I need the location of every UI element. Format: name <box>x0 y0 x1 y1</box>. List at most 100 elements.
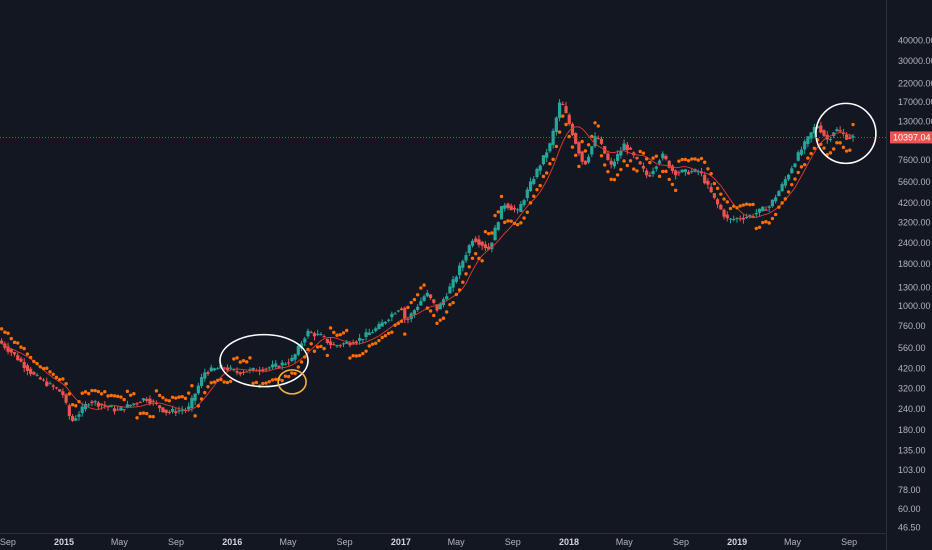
psar-dot <box>554 144 559 149</box>
psar-dot <box>122 397 126 402</box>
psar-dot <box>541 174 546 179</box>
psar-dot <box>193 414 197 418</box>
candle-body <box>35 374 39 376</box>
candle-body <box>416 306 420 310</box>
psar-dot <box>406 305 410 310</box>
candle-body <box>851 136 855 138</box>
psar-dot <box>203 390 207 395</box>
psar-dot <box>673 188 678 193</box>
psar-dot <box>664 169 668 174</box>
psar-dot <box>412 297 417 302</box>
candle-body <box>87 404 91 406</box>
psar-dot <box>6 331 10 335</box>
psar-dot <box>206 385 210 389</box>
psar-dot <box>32 359 36 364</box>
candle-body <box>790 168 794 174</box>
candle-body <box>70 416 75 421</box>
candle-body <box>390 313 394 318</box>
candle-body <box>29 368 33 374</box>
candle-body <box>348 342 352 346</box>
psar-dot <box>838 141 842 145</box>
y-tick-label: 560.00 <box>898 343 926 353</box>
psar-dot <box>796 170 800 175</box>
time-axis[interactable]: Sep 2015 May Sep 2016 May Sep 2017 May Sep 2018 May… <box>0 537 857 547</box>
candle-body <box>619 150 623 156</box>
candle-body <box>177 410 181 412</box>
candle-body <box>538 165 542 171</box>
candle-body <box>222 367 226 369</box>
candle-body <box>612 161 616 167</box>
psar-dot <box>499 194 504 199</box>
psar-dot <box>764 220 768 224</box>
y-tick-label: 420.00 <box>898 364 926 374</box>
candle-body <box>719 204 723 210</box>
psar-dot <box>109 393 113 398</box>
candle-body <box>822 130 826 136</box>
psar-dot <box>428 309 433 313</box>
psar-dot <box>844 149 849 153</box>
psar-dot <box>396 321 401 326</box>
psar-dot <box>141 411 146 415</box>
psar-dot <box>280 378 284 383</box>
psar-dot <box>138 411 142 416</box>
psar-dot <box>557 130 562 134</box>
psar-dot <box>570 145 575 149</box>
candle-body <box>319 334 323 336</box>
psar-dot <box>490 231 494 235</box>
psar-dot <box>303 355 307 359</box>
candle-body <box>809 132 813 139</box>
candle-body <box>293 354 297 360</box>
x-tick-label: May <box>279 537 297 547</box>
psar-dot <box>128 393 133 397</box>
psar-dot <box>41 366 46 371</box>
psar-dot <box>212 380 217 384</box>
candle-body <box>761 206 765 212</box>
candle-body <box>674 170 678 176</box>
psar-dot <box>709 171 713 176</box>
candle-body <box>819 125 823 133</box>
candles-layer <box>0 98 855 423</box>
candle-body <box>457 265 462 276</box>
candle-body <box>406 319 410 321</box>
psar-dot <box>254 380 259 385</box>
candle-body <box>806 136 810 145</box>
psar-dot <box>306 347 310 352</box>
psar-dot <box>51 372 55 376</box>
psar-dot <box>296 365 301 369</box>
psar-dot <box>486 231 491 236</box>
candle-body <box>309 332 313 334</box>
psar-dot <box>148 414 152 419</box>
candle-body <box>245 371 249 373</box>
psar-dot <box>525 210 530 214</box>
candle-body <box>745 217 749 219</box>
psar-dot <box>286 374 291 379</box>
candle-body <box>277 366 281 368</box>
psar-dot <box>448 302 452 307</box>
psar-dot <box>438 318 442 322</box>
candle-body <box>51 385 55 387</box>
psar-dot <box>583 149 588 153</box>
psar-dot <box>409 300 413 305</box>
candle-body <box>599 138 604 144</box>
psar-dot <box>596 124 600 128</box>
candle-body <box>528 181 533 192</box>
candle-body <box>593 136 597 147</box>
candle-body <box>554 117 558 132</box>
candle-body <box>148 398 152 404</box>
candle-body <box>303 338 307 343</box>
price-axis[interactable]: 40000.00 30000.00 22000.00 17000.00 13000.00… <box>898 35 932 532</box>
candle-body <box>290 357 294 361</box>
x-tick-label: 2015 <box>54 537 74 547</box>
candle-body <box>306 330 310 337</box>
psar-dot <box>374 341 378 345</box>
candle-body <box>209 367 213 372</box>
candle-body <box>767 206 771 208</box>
psar-dot <box>564 122 568 127</box>
candle-body <box>45 381 49 386</box>
candle-body <box>383 321 388 324</box>
candle-body <box>754 212 758 215</box>
psar-dot <box>235 356 239 360</box>
candle-body <box>361 338 365 340</box>
psar-dot <box>328 326 333 330</box>
